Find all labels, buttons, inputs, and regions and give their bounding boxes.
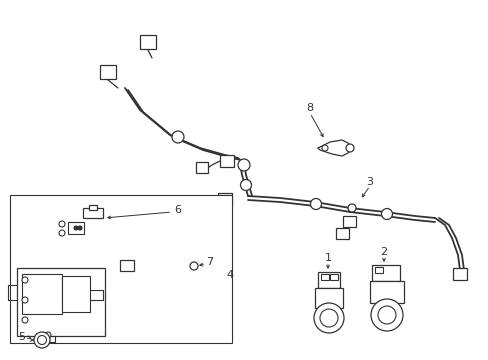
Circle shape xyxy=(346,144,353,152)
Circle shape xyxy=(347,204,355,212)
Bar xyxy=(17,268,105,336)
Text: 8: 8 xyxy=(306,103,313,113)
Circle shape xyxy=(78,226,82,230)
Bar xyxy=(83,208,103,218)
Text: 5: 5 xyxy=(19,332,25,342)
Bar xyxy=(371,265,399,281)
Circle shape xyxy=(22,297,28,303)
Circle shape xyxy=(74,226,78,230)
Bar xyxy=(335,228,348,239)
Circle shape xyxy=(319,309,337,327)
Circle shape xyxy=(313,303,343,333)
Bar xyxy=(342,216,355,227)
Text: 4: 4 xyxy=(226,270,233,280)
Text: 6: 6 xyxy=(174,205,181,215)
Circle shape xyxy=(370,299,402,331)
Text: 7: 7 xyxy=(206,257,213,267)
Circle shape xyxy=(321,145,327,151)
Bar xyxy=(68,222,84,234)
Circle shape xyxy=(377,306,395,324)
Bar xyxy=(374,267,382,273)
Bar xyxy=(196,162,207,173)
Circle shape xyxy=(22,277,28,283)
Bar xyxy=(218,193,231,205)
Circle shape xyxy=(240,180,251,190)
Bar xyxy=(10,195,231,343)
Bar xyxy=(320,274,328,280)
Bar xyxy=(452,268,466,280)
Circle shape xyxy=(59,230,65,236)
Bar xyxy=(329,274,337,280)
Bar xyxy=(314,288,342,308)
Circle shape xyxy=(59,221,65,227)
Circle shape xyxy=(38,336,46,345)
Bar xyxy=(317,272,339,288)
Bar xyxy=(89,205,97,210)
Bar xyxy=(62,276,90,312)
Bar xyxy=(22,274,62,314)
Bar xyxy=(369,281,403,303)
Text: 1: 1 xyxy=(324,253,331,263)
Bar xyxy=(120,260,134,271)
Bar xyxy=(140,35,156,49)
Bar xyxy=(220,155,234,167)
Circle shape xyxy=(190,262,198,270)
Bar xyxy=(100,65,116,79)
Circle shape xyxy=(34,332,50,348)
Circle shape xyxy=(45,332,51,338)
Circle shape xyxy=(172,131,183,143)
Circle shape xyxy=(381,208,392,220)
Circle shape xyxy=(22,317,28,323)
Circle shape xyxy=(238,159,249,171)
Text: 2: 2 xyxy=(380,247,387,257)
Text: 3: 3 xyxy=(366,177,373,187)
Circle shape xyxy=(310,198,321,210)
